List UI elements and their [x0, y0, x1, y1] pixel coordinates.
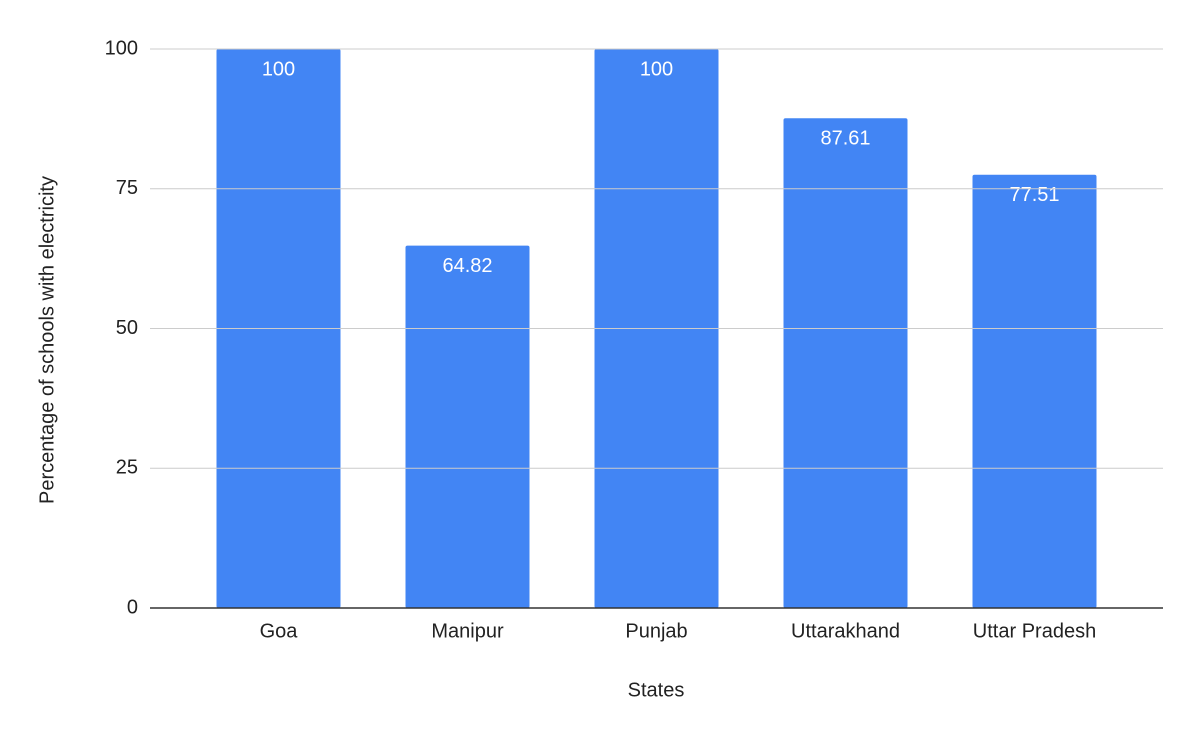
y-tick-label: 100 [105, 37, 138, 59]
y-tick-label: 25 [116, 457, 138, 479]
x-tick-label: Uttar Pradesh [973, 620, 1096, 642]
bar [405, 245, 530, 609]
value-label: 87.61 [820, 128, 870, 150]
x-axis-title: States [628, 679, 685, 701]
x-tick-label: Goa [260, 620, 299, 642]
value-label: 100 [640, 58, 673, 80]
value-label: 100 [262, 58, 295, 80]
bar [783, 118, 908, 608]
value-label: 77.51 [1009, 184, 1059, 206]
value-label: 64.82 [442, 255, 492, 277]
x-tick-label: Manipur [431, 620, 504, 642]
y-tick-label: 0 [127, 596, 138, 618]
y-tick-label: 75 [116, 177, 138, 199]
y-tick-label: 50 [116, 317, 138, 339]
x-tick-label: Punjab [625, 620, 687, 642]
x-tick-label: Uttarakhand [791, 620, 900, 642]
y-axis-title: Percentage of schools with electricity [36, 176, 58, 504]
bar [972, 174, 1097, 608]
